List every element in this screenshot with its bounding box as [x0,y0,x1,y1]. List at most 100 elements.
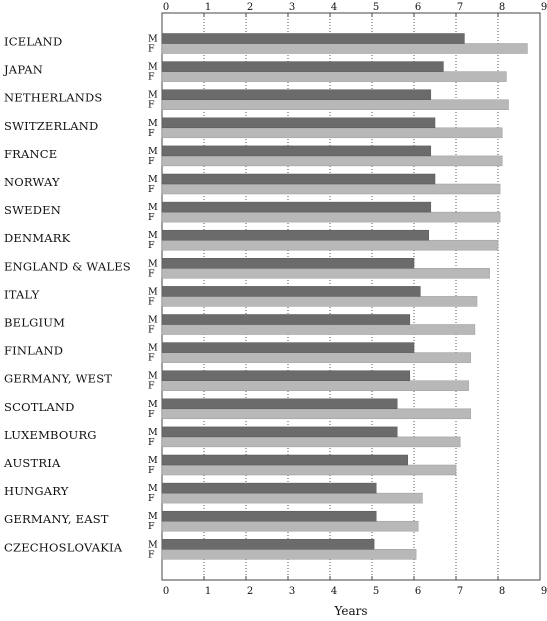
bar-male-england-wales [161,258,415,269]
bar-male-belgium [161,314,411,325]
top-tick-label-6: 6 [415,2,421,13]
bar-male-japan [161,61,444,72]
female-label-norway: F [148,184,155,195]
female-label-italy: F [148,296,155,307]
male-label-iceland: M [148,34,158,45]
country-label-czechoslovakia: CZECHOSLOVAKIA [4,540,123,554]
bottom-tick-label-0: 0 [163,586,169,597]
bar-male-sweden [161,201,432,213]
bar-male-scotland [161,398,398,410]
country-label-norway: NORWAY [4,175,60,189]
country-label-iceland: ICELAND [4,35,62,49]
male-label-sweden: M [148,202,158,213]
male-label-france: M [148,146,158,157]
bar-male-norway [161,173,436,185]
female-label-finland: F [148,353,155,364]
bar-male-switzerland [161,117,436,129]
male-label-switzerland: M [148,118,158,129]
male-label-belgium: M [148,315,158,326]
female-label-belgium: F [148,325,155,336]
country-label-germany-east: GERMANY, EAST [4,512,109,526]
axis-ticks: 0 0 1 1 2 2 3 3 4 4 5 5 6 6 7 7 8 8 9 9 [161,2,547,597]
top-tick-label-9: 9 [541,2,547,13]
country-label-germany-west: GERMANY, WEST [4,372,112,386]
bar-male-france [161,145,432,157]
top-tick-label-5: 5 [373,2,379,13]
country-label-denmark: DENMARK [4,231,71,245]
female-label-austria: F [148,465,155,476]
male-label-austria: M [148,455,158,466]
country-label-hungary: HUNGARY [4,484,69,498]
country-label-france: FRANCE [4,147,57,161]
female-label-luxembourg: F [148,437,155,448]
top-tick-label-1: 1 [205,2,211,13]
male-label-czechoslovakia: M [148,539,158,550]
bar-female-denmark [161,239,499,251]
male-label-scotland: M [148,399,158,410]
top-tick-label-4: 4 [331,2,337,13]
country-label-sweden: SWEDEN [4,203,61,217]
bar-female-finland [161,352,471,363]
bottom-tick-label-9: 9 [541,586,547,597]
male-label-england-wales: M [148,258,158,269]
bar-male-denmark [161,229,429,241]
bottom-tick-label-3: 3 [289,586,295,597]
bar-female-austria [161,464,457,476]
bar-male-germany-west [161,370,411,381]
top-tick-label-7: 7 [457,2,463,13]
male-label-netherlands: M [148,90,158,101]
country-label-austria: AUSTRIA [3,456,61,470]
country-label-luxembourg: LUXEMBOURG [4,428,97,442]
bars [161,33,528,560]
female-label-sweden: F [148,212,155,223]
bar-male-netherlands [161,89,432,100]
female-label-germany-east: F [148,521,155,532]
bar-female-luxembourg [161,436,461,448]
male-label-italy: M [148,286,158,297]
male-label-germany-west: M [148,371,158,382]
bar-female-france [161,155,503,167]
bar-female-scotland [161,408,471,420]
female-label-iceland: F [148,44,155,55]
bottom-tick-label-7: 7 [457,586,463,597]
female-label-germany-west: F [148,381,155,392]
bar-female-belgium [161,324,476,335]
country-label-japan: JAPAN [3,63,43,77]
female-label-netherlands: F [148,100,155,111]
bar-male-austria [161,454,408,466]
bottom-tick-label-4: 4 [331,586,337,597]
bar-female-italy [161,296,478,307]
female-label-scotland: F [148,409,155,420]
top-tick-label-0: 0 [163,2,169,13]
country-label-finland: FINLAND [4,344,63,358]
top-tick-label-8: 8 [499,2,505,13]
bottom-tick-label-8: 8 [499,586,505,597]
male-label-germany-east: M [148,511,158,522]
male-label-denmark: M [148,230,158,241]
bar-male-italy [161,286,421,297]
bottom-tick-label-1: 1 [205,586,211,597]
country-label-belgium: BELGIUM [4,316,65,330]
bar-female-germany-west [161,380,469,391]
bottom-tick-label-5: 5 [373,586,379,597]
male-label-luxembourg: M [148,427,158,438]
country-label-switzerland: SWITZERLAND [4,119,98,133]
female-label-hungary: F [148,493,155,504]
top-tick-label-2: 2 [247,2,253,13]
country-label-england-wales: ENGLAND & WALES [4,259,131,273]
bar-female-switzerland [161,127,503,139]
bar-female-netherlands [161,99,509,110]
x-axis-label: Years [333,604,367,618]
top-tick-label-3: 3 [289,2,295,13]
bottom-tick-label-2: 2 [247,586,253,597]
bar-female-norway [161,183,501,195]
female-label-denmark: F [148,240,155,251]
male-label-japan: M [148,62,158,73]
female-label-switzerland: F [148,128,155,139]
bar-female-germany-east [161,520,419,532]
male-label-finland: M [148,343,158,354]
female-label-japan: F [148,72,155,83]
bar-female-iceland [161,43,528,54]
